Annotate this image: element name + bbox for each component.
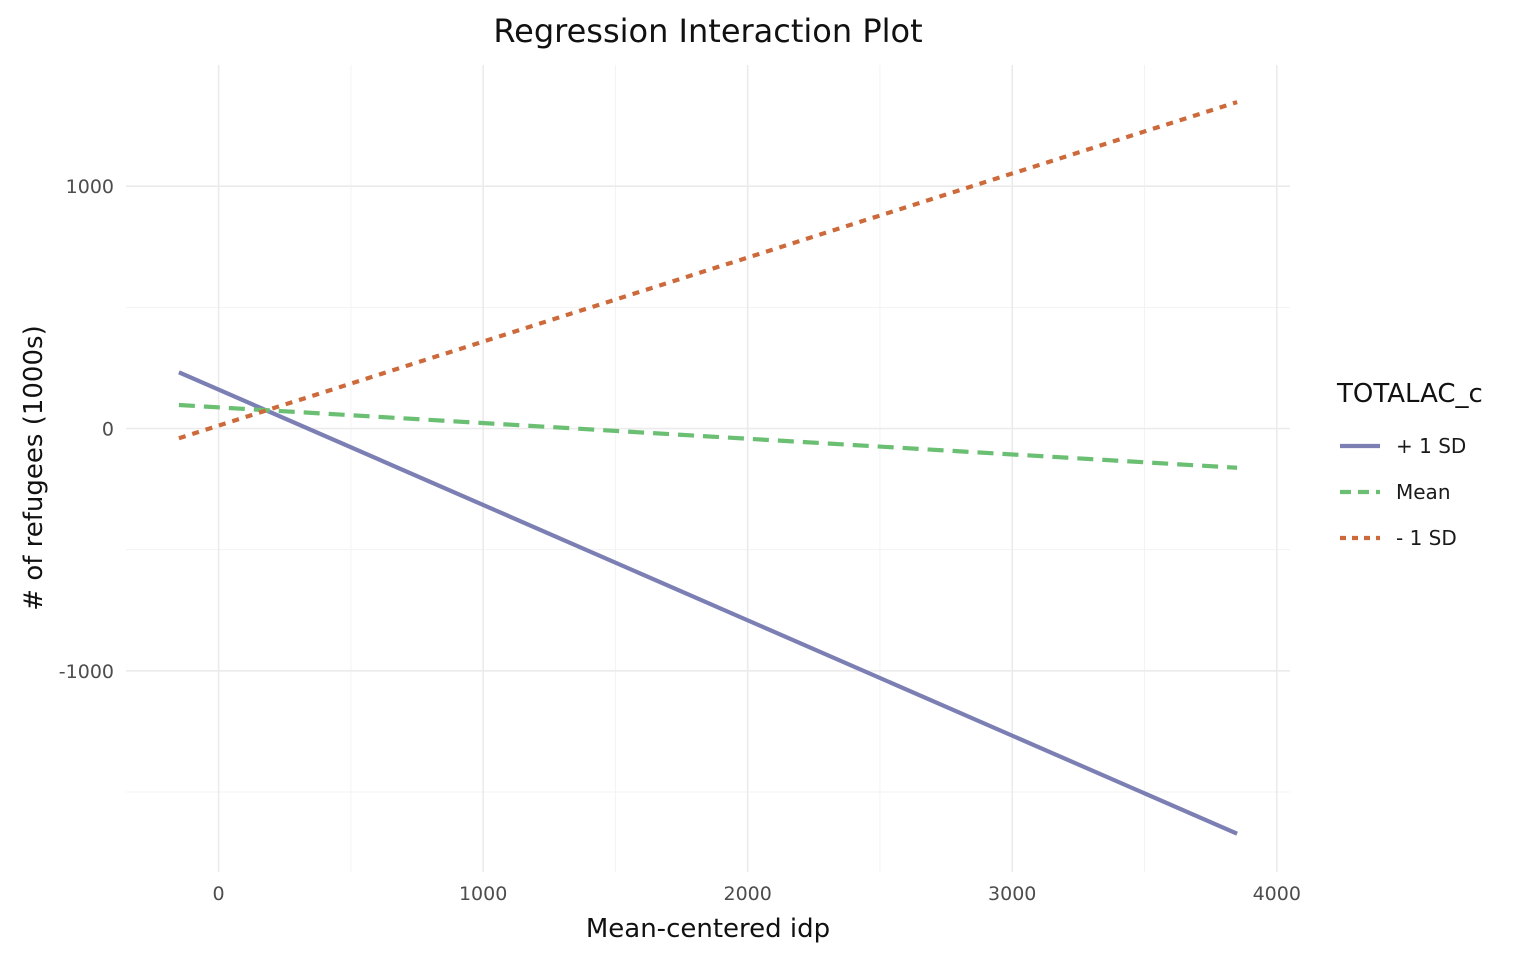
series-line — [178, 100, 1238, 441]
legend-items: + 1 SD Mean - 1 SD — [1340, 434, 1466, 550]
y-axis-title: # of refugees (1000s) — [19, 325, 49, 610]
legend-label: + 1 SD — [1396, 434, 1466, 458]
legend: TOTALAC_c + 1 SD Mean - 1 SD — [1336, 379, 1483, 550]
y-tick-label: 0 — [102, 419, 114, 441]
x-tick-label: 0 — [213, 883, 225, 905]
series-line — [178, 370, 1238, 836]
chart-title: Regression Interaction Plot — [493, 12, 922, 50]
series-line — [178, 402, 1238, 470]
tick-labels: 0 1000 2000 3000 4000 -1000 0 1000 — [59, 176, 1301, 905]
series-lines — [178, 100, 1238, 836]
y-tick-label: 1000 — [66, 176, 114, 198]
legend-title: TOTALAC_c — [1336, 379, 1483, 409]
x-axis-title: Mean-centered idp — [586, 914, 830, 944]
x-tick-label: 4000 — [1253, 883, 1301, 905]
x-tick-label: 1000 — [459, 883, 507, 905]
legend-label: - 1 SD — [1396, 526, 1457, 550]
grid — [126, 65, 1290, 872]
y-tick-label: -1000 — [59, 661, 114, 683]
legend-label: Mean — [1396, 480, 1451, 504]
x-tick-label: 3000 — [988, 883, 1036, 905]
x-tick-label: 2000 — [724, 883, 772, 905]
